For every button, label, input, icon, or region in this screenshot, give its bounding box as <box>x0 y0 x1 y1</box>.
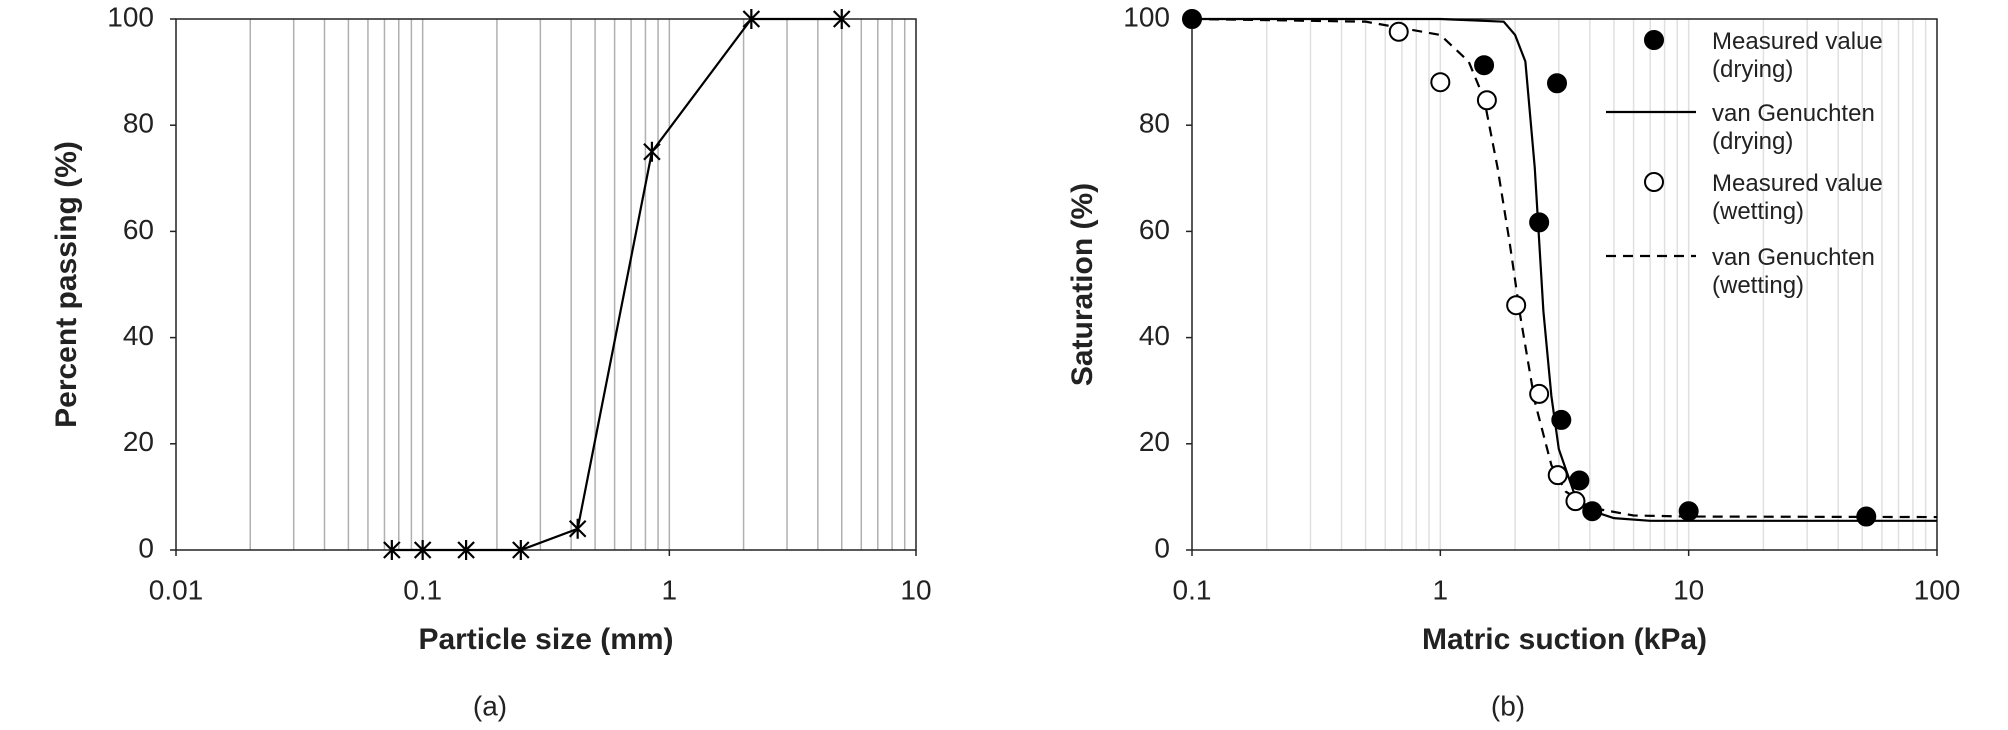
caption: (b) <box>1491 690 1525 721</box>
y-tick-label: 60 <box>1139 214 1170 245</box>
x-axis-title: Matric suction (kPa) <box>1422 623 1707 656</box>
data-point <box>1678 501 1699 522</box>
x-tick-label: 0.1 <box>403 574 442 605</box>
plot-frame <box>1191 18 1938 551</box>
data-point <box>457 540 475 560</box>
data-point <box>1506 295 1527 316</box>
x-axis-title: Particle size (mm) <box>418 623 673 656</box>
data-point <box>1565 491 1586 512</box>
x-tick-label: 10 <box>900 574 931 605</box>
legend-label: van Genuchten (drying) <box>1712 100 1875 155</box>
caption: (a) <box>473 690 507 721</box>
legend-label: Measured value (wetting) <box>1712 170 1883 225</box>
series-line <box>1192 17 1937 522</box>
data-point <box>1856 506 1877 527</box>
series-line <box>391 17 842 552</box>
data-point <box>413 540 432 560</box>
data-point <box>1529 383 1550 404</box>
data-point <box>383 540 401 560</box>
legend-marker <box>1644 172 1664 192</box>
x-tick-label: 0.01 <box>149 574 204 605</box>
plot-frame <box>175 18 917 551</box>
x-tick-label: 1 <box>662 574 678 605</box>
y-tick-label: 40 <box>1139 320 1170 351</box>
data-point <box>1182 9 1202 29</box>
data-point <box>1430 72 1451 93</box>
data-point <box>643 141 661 162</box>
x-tick-label: 0.1 <box>1173 574 1212 605</box>
y-tick-label: 20 <box>1139 426 1170 457</box>
y-tick-label: 80 <box>1139 108 1170 139</box>
legend-label: van Genuchten (wetting) <box>1712 244 1875 299</box>
legend-marker <box>1644 30 1664 50</box>
y-tick-label: 100 <box>1123 1 1170 32</box>
data-point <box>832 9 851 29</box>
data-point <box>1474 55 1495 76</box>
x-tick-label: 100 <box>1914 574 1961 605</box>
data-point <box>512 540 530 560</box>
y-tick-label: 60 <box>123 214 154 245</box>
y-tick-label: 100 <box>107 1 154 32</box>
data-point <box>568 518 587 539</box>
data-point <box>1476 90 1497 111</box>
data-point <box>1551 409 1572 430</box>
data-point <box>1582 501 1603 522</box>
y-tick-label: 40 <box>123 320 154 351</box>
legend-label: Measured value (drying) <box>1712 28 1883 83</box>
data-point <box>1529 212 1550 233</box>
y-tick-label: 0 <box>1154 532 1170 563</box>
data-point <box>742 9 761 29</box>
y-tick-label: 0 <box>138 532 154 563</box>
y-axis-title: Percent passing (%) <box>50 141 83 428</box>
y-tick-label: 20 <box>123 426 154 457</box>
y-axis-title: Saturation (%) <box>1066 183 1099 386</box>
data-point <box>1569 470 1590 491</box>
series-line <box>1191 17 1938 519</box>
data-point <box>1547 465 1568 486</box>
x-tick-label: 1 <box>1433 574 1449 605</box>
x-tick-label: 10 <box>1673 574 1704 605</box>
data-point <box>1388 21 1409 42</box>
data-point <box>1547 73 1568 94</box>
y-tick-label: 80 <box>123 108 154 139</box>
